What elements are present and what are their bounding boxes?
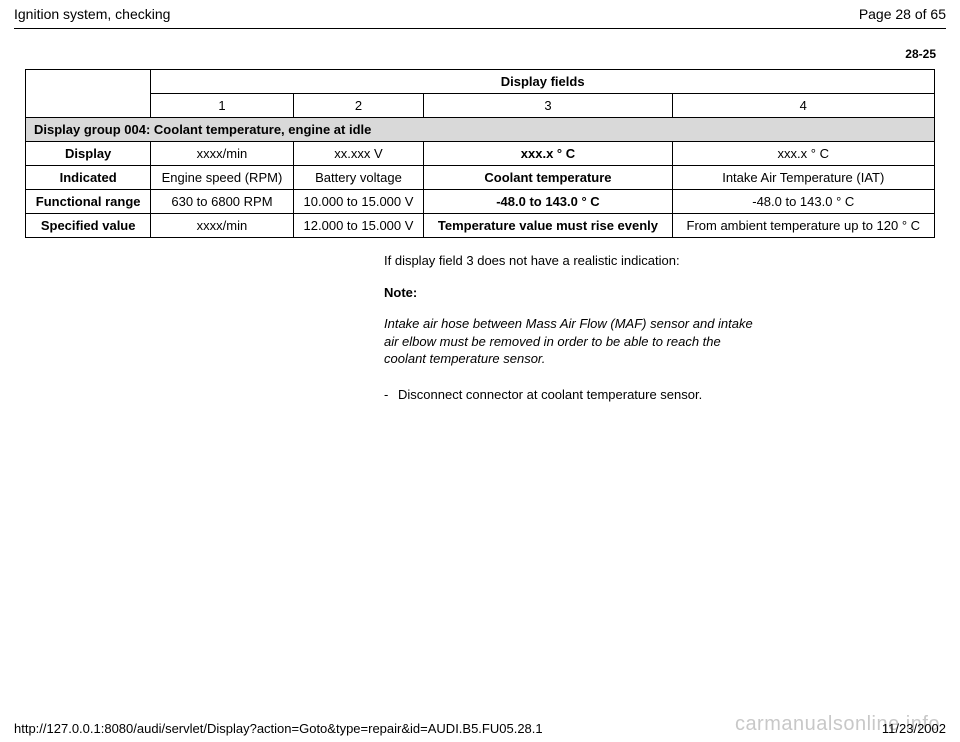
footer-url: http://127.0.0.1:8080/audi/servlet/Displ… bbox=[14, 721, 543, 736]
table-section-row: Display group 004: Coolant temperature, … bbox=[26, 118, 935, 142]
col-num-4: 4 bbox=[672, 94, 934, 118]
cell: xx.xxx V bbox=[293, 142, 424, 166]
cell: xxx.x ° C bbox=[672, 142, 934, 166]
col-num-1: 1 bbox=[151, 94, 293, 118]
step-line: - Disconnect connector at coolant temper… bbox=[384, 386, 764, 404]
table-row: Display xxxx/min xx.xxx V xxx.x ° C xxx.… bbox=[26, 142, 935, 166]
cell: From ambient temperature up to 120 ° C bbox=[672, 214, 934, 238]
page-number-top: 28-25 bbox=[14, 47, 936, 61]
cell: 630 to 6800 RPM bbox=[151, 190, 293, 214]
row-title-display: Display bbox=[26, 142, 151, 166]
table-corner-blank bbox=[26, 70, 151, 118]
col-num-2: 2 bbox=[293, 94, 424, 118]
body-text-block: If display field 3 does not have a reali… bbox=[384, 252, 764, 368]
header-rule bbox=[14, 28, 946, 29]
cell: Battery voltage bbox=[293, 166, 424, 190]
cell: Intake Air Temperature (IAT) bbox=[672, 166, 934, 190]
cell: Temperature value must rise evenly bbox=[424, 214, 672, 238]
table-header-row: Display fields bbox=[26, 70, 935, 94]
cell: xxxx/min bbox=[151, 214, 293, 238]
table-section-title: Display group 004: Coolant temperature, … bbox=[26, 118, 935, 142]
table-row: Specified value xxxx/min 12.000 to 15.00… bbox=[26, 214, 935, 238]
cell: -48.0 to 143.0 ° C bbox=[672, 190, 934, 214]
step-dash: - bbox=[384, 386, 398, 404]
step-text: Disconnect connector at coolant temperat… bbox=[398, 386, 702, 404]
row-title-specified: Specified value bbox=[26, 214, 151, 238]
row-title-indicated: Indicated bbox=[26, 166, 151, 190]
note-label: Note: bbox=[384, 284, 764, 302]
footer-date: 11/23/2002 bbox=[882, 721, 946, 736]
cell: 10.000 to 15.000 V bbox=[293, 190, 424, 214]
table-header-span: Display fields bbox=[151, 70, 935, 94]
cell: 12.000 to 15.000 V bbox=[293, 214, 424, 238]
note-text: Intake air hose between Mass Air Flow (M… bbox=[384, 315, 764, 368]
header-page-of: Page 28 of 65 bbox=[859, 6, 946, 22]
page-footer: http://127.0.0.1:8080/audi/servlet/Displ… bbox=[14, 721, 946, 736]
table-row: Indicated Engine speed (RPM) Battery vol… bbox=[26, 166, 935, 190]
page-container: Ignition system, checking Page 28 of 65 … bbox=[0, 0, 960, 742]
page-header: Ignition system, checking Page 28 of 65 bbox=[14, 6, 946, 22]
table-row: Functional range 630 to 6800 RPM 10.000 … bbox=[26, 190, 935, 214]
cell: Coolant temperature bbox=[424, 166, 672, 190]
col-num-3: 3 bbox=[424, 94, 672, 118]
table-col-nums: 1 2 3 4 bbox=[26, 94, 935, 118]
cell: xxx.x ° C bbox=[424, 142, 672, 166]
display-fields-table: Display fields 1 2 3 4 Display group 004… bbox=[25, 69, 935, 238]
lead-text: If display field 3 does not have a reali… bbox=[384, 252, 764, 270]
row-title-functional: Functional range bbox=[26, 190, 151, 214]
cell: Engine speed (RPM) bbox=[151, 166, 293, 190]
cell: -48.0 to 143.0 ° C bbox=[424, 190, 672, 214]
cell: xxxx/min bbox=[151, 142, 293, 166]
header-title: Ignition system, checking bbox=[14, 6, 170, 22]
